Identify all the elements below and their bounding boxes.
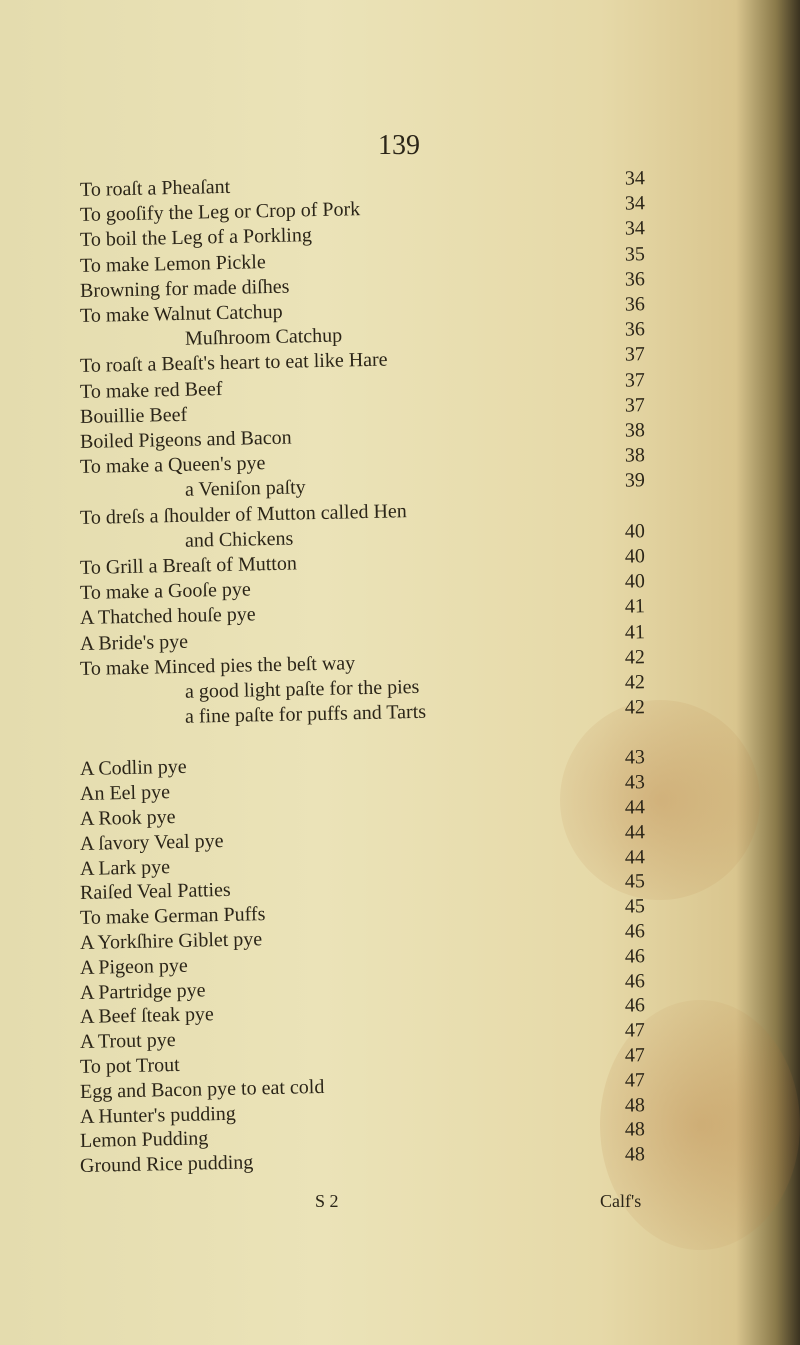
entry-title: To make Walnut Catchup [79,300,283,327]
entry-title: A Thatched houſe pye [79,603,256,630]
entry-page: 34 [624,192,646,215]
entry-page: 37 [624,393,646,417]
entry-page: 46 [624,969,646,993]
entry-page: 39 [624,469,646,492]
entry-page: 45 [624,870,646,893]
entry-page: 36 [624,318,646,341]
entry-title: A Trout pye [79,1029,176,1054]
entry-page: 38 [624,444,646,467]
entry-title: and Chickens [184,527,294,552]
entry-page: 47 [624,1068,646,1092]
entry-title: To boil the Leg of a Porkling [79,224,313,252]
entry-title: To pot Trout [79,1053,180,1078]
entry-title: A Pigeon pye [79,954,188,979]
entry-page: 35 [624,242,646,266]
entry-title: To make a Gooſe pye [79,578,251,605]
entry-page: 43 [624,771,646,794]
entry-title: A Lark pye [79,855,171,880]
entry-page: 34 [624,217,646,240]
entry-page: 42 [624,671,646,694]
entry-title: To make German Puffs [79,903,266,930]
entry-title: A Rook pye [79,806,176,830]
entry-title: Muſhroom Catchup [184,324,343,350]
entry-title: An Eel pye [79,781,171,806]
entry-page: 46 [624,994,646,1017]
entry-page: 41 [624,620,646,644]
entry-title: Egg and Bacon pye to eat cold [79,1075,325,1103]
catchword: Calf's [600,1191,642,1211]
entry-page: 40 [624,570,646,593]
entry-title: Ground Rice pudding [79,1151,254,1178]
entry-title: A Codlin pye [79,756,187,781]
entry-title: A Beef ſteak pye [79,1003,215,1029]
entry-page: 38 [624,419,646,442]
entry-page: 46 [624,944,646,968]
entry-title: A Hunter's pudding [79,1102,237,1128]
entry-title: To make a Queen's pye [79,452,266,479]
entry-page: 37 [624,343,646,366]
entry-page: 47 [624,1044,646,1067]
entry-page: 48 [624,1118,646,1141]
entry-page: 46 [624,920,646,943]
page-number: 139 [378,130,420,161]
entry-title: Browning for made diſhes [79,275,290,302]
entry-title: a Veniſon paſty [184,476,306,502]
paper-stain [600,1000,800,1250]
entry-title: To roaſt a Pheaſant [79,175,231,201]
entry-title: Boiled Pigeons and Bacon [79,426,292,453]
entry-page: 42 [624,645,646,669]
entry-page: 44 [624,845,646,869]
entry-title: To make Lemon Pickle [79,250,266,277]
entry-page: 44 [624,820,646,844]
entry-page: 48 [624,1093,646,1117]
entry-title: Lemon Pudding [79,1127,209,1153]
entry-title: A Bride's pye [79,630,189,655]
signature-mark: S 2 [315,1191,339,1211]
entry-title: a fine paſte for puffs and Tarts [184,700,427,728]
entry-page: 40 [624,519,646,543]
entry-page: 41 [624,595,646,618]
entry-page: 44 [624,796,646,819]
entry-page: 42 [624,696,646,719]
entry-page: 36 [624,293,646,316]
entry-title: To make red Beef [79,377,223,403]
entry-page: 36 [624,267,646,291]
entry-title: A ſavory Veal pye [79,829,224,855]
entry-title: A Partridge pye [79,978,206,1004]
entry-title: A Yorkſhire Giblet pye [79,928,263,954]
entry-page: 34 [624,167,646,190]
entry-page: 48 [624,1143,646,1166]
entry-title: To Grill a Breaſt of Mutton [79,552,298,579]
entry-title: Bouillie Beef [79,403,188,428]
entry-title: Raiſed Veal Patties [79,879,231,905]
entry-page: 45 [624,895,646,918]
entry-page: 37 [624,368,646,392]
entry-page: 43 [624,746,646,769]
entry-page: 40 [624,545,646,568]
paper-stain [560,700,760,900]
entry-title: a good light paſte for the pies [184,675,420,703]
entry-page: 47 [624,1019,646,1042]
